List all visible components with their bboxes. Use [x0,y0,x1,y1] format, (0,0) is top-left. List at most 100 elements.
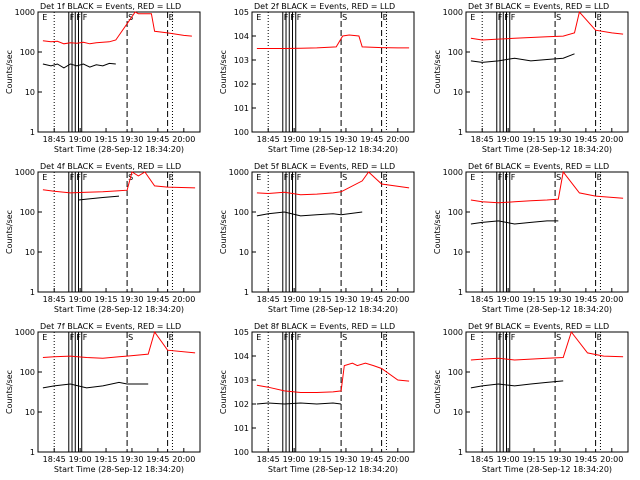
event-marker: E [256,173,261,182]
y-tick-label: 1 [30,448,35,457]
x-tick-label: 20:00 [172,455,195,464]
y-tick-label: 1 [458,288,463,297]
panel-title: Det 3f BLACK = Events, RED = LLD [468,2,609,11]
event-marker: F [76,13,81,22]
event-marker: F [70,173,75,182]
x-tick-label: 19:45 [574,455,597,464]
y-tick-label: 103 [234,376,249,385]
x-axis-label: Start Time (28-Sep-12 18:34:20) [268,465,398,474]
y-tick-label: 100 [234,128,249,137]
event-marker: F [498,173,503,182]
x-tick-label: 19:30 [120,455,143,464]
x-tick-label: 19:45 [360,295,383,304]
x-tick-label: 19:00 [69,135,92,144]
x-tick-label: 19:45 [574,135,597,144]
event-marker: F [498,13,503,22]
event-marker: F [498,333,503,342]
series-events [470,220,559,225]
y-tick-label: 101 [234,424,249,433]
x-axis-label: Start Time (28-Sep-12 18:34:20) [482,465,612,474]
x-tick-label: 18:45 [43,135,66,144]
panel-title: Det 6f BLACK = Events, RED = LLD [468,162,609,171]
y-axis-label: Counts/sec [219,370,228,414]
event-marker: F [70,333,75,342]
event-marker: S [556,333,561,342]
event-marker: F [76,333,81,342]
y-tick-label: 10 [25,88,35,97]
event-marker: E [383,333,388,342]
series-lld [42,171,196,194]
series-events [78,195,120,201]
x-tick-label: 19:30 [548,455,571,464]
y-tick-label: 102 [234,80,249,89]
plot-frame [465,11,629,133]
y-tick-label: 100 [448,208,463,217]
x-tick-label: 19:30 [548,135,571,144]
x-tick-label: 18:45 [43,455,66,464]
y-tick-label: 105 [234,328,249,337]
event-marker: S [556,173,561,182]
event-marker: E [597,333,602,342]
x-tick-label: 19:00 [497,135,520,144]
y-tick-label: 1000 [443,328,463,337]
event-marker: E [42,333,47,342]
y-tick-label: 100 [20,368,35,377]
event-marker: F [70,13,75,22]
x-tick-label: 19:00 [283,135,306,144]
x-tick-label: 19:15 [309,295,332,304]
x-axis-label: Start Time (28-Sep-12 18:34:20) [268,305,398,314]
event-marker: F [284,13,289,22]
panel-title: Det 9f BLACK = Events, RED = LLD [468,322,609,331]
y-tick-label: 1 [458,128,463,137]
x-tick-label: 20:00 [172,135,195,144]
x-tick-label: 19:00 [283,455,306,464]
event-marker: F [76,173,81,182]
y-tick-label: 105 [234,8,249,17]
y-tick-label: 1000 [443,168,463,177]
x-tick-label: 19:15 [95,455,118,464]
x-tick-label: 20:00 [600,295,623,304]
y-tick-label: 10 [239,248,249,257]
plot-frame [465,331,629,453]
y-tick-label: 10 [25,248,35,257]
x-tick-label: 19:15 [95,295,118,304]
x-tick-label: 19:00 [283,295,306,304]
event-marker: F [83,13,88,22]
series-lld [42,11,192,45]
y-tick-label: 1000 [229,168,249,177]
event-marker: S [342,333,347,342]
x-tick-label: 19:15 [523,455,546,464]
x-axis-label: Start Time (28-Sep-12 18:34:20) [482,145,612,154]
x-tick-label: 20:00 [386,295,409,304]
series-lld [470,10,624,41]
x-tick-label: 19:15 [309,455,332,464]
y-axis-label: Counts/sec [219,210,228,254]
x-tick-label: 20:00 [386,135,409,144]
x-tick-label: 19:30 [334,135,357,144]
event-marker: E [470,333,475,342]
x-axis-label: Start Time (28-Sep-12 18:34:20) [54,305,184,314]
plot-frame [251,331,415,453]
event-marker: E [383,13,388,22]
plot-frame [465,171,629,293]
event-marker: F [290,13,295,22]
y-tick-label: 102 [234,400,249,409]
x-axis-label: Start Time (28-Sep-12 18:34:20) [482,305,612,314]
plot-frame [37,11,201,133]
x-tick-label: 18:45 [471,455,494,464]
x-tick-label: 19:00 [69,455,92,464]
y-tick-label: 1 [458,448,463,457]
panel-det-2: Det 2f BLACK = Events, RED = LLD E F F F S E 10… [219,2,415,154]
x-tick-label: 18:45 [43,295,66,304]
series-events [470,53,575,63]
y-tick-label: 1000 [15,8,35,17]
event-marker: S [556,13,561,22]
panel-title: Det 7f BLACK = Events, RED = LLD [40,322,181,331]
event-marker: F [297,173,302,182]
y-tick-label: 1 [30,288,35,297]
x-tick-label: 19:45 [574,295,597,304]
event-marker: F [511,13,516,22]
y-tick-label: 104 [234,352,249,361]
